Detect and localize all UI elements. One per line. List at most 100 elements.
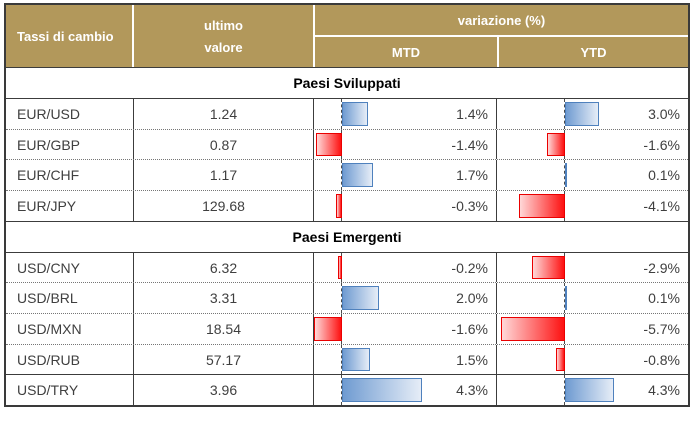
mtd-percent-label: -0.2% — [451, 259, 488, 276]
ytd-bar-cell: -0.8% — [497, 344, 688, 375]
zero-axis-line — [341, 375, 342, 406]
table-row: EUR/USD 1.24 1.4% 3.0% — [6, 99, 688, 129]
header-variation-group: variazione (%) MTD YTD — [315, 5, 688, 67]
header-ytd-label: YTD — [580, 44, 607, 60]
last-value-cell: 1.24 — [134, 99, 314, 129]
ytd-bar-cell: -5.7% — [497, 314, 688, 344]
ytd-percent-label: -2.9% — [643, 259, 680, 276]
ytd-percent-label: 3.0% — [648, 105, 680, 122]
zero-axis-line — [564, 283, 565, 314]
ytd-percent-label: -5.7% — [643, 320, 680, 337]
ytd-data-bar — [519, 194, 565, 218]
zero-axis-line — [341, 99, 342, 129]
ytd-bar-cell: -2.9% — [497, 252, 688, 283]
zero-axis-line — [341, 344, 342, 375]
table-header: Tassi di cambio ultimo valore variazione… — [6, 5, 688, 67]
mtd-bar-cell: -0.3% — [314, 191, 497, 221]
zero-axis-line — [564, 375, 565, 406]
mtd-bar-cell: 1.4% — [314, 99, 497, 129]
currency-pair-cell: EUR/USD — [6, 99, 134, 129]
mtd-bar-cell: 1.5% — [314, 344, 497, 375]
ytd-percent-label: -1.6% — [643, 136, 680, 153]
section-header: Paesi Emergenti — [6, 220, 688, 253]
mtd-bar-cell: 4.3% — [314, 375, 497, 406]
mtd-data-bar — [342, 378, 422, 403]
exchange-rates-table: Tassi di cambio ultimo valore variazione… — [4, 3, 690, 407]
mtd-bar-cell: 1.7% — [314, 160, 497, 191]
currency-pair-cell: USD/RUB — [6, 344, 134, 375]
ytd-data-bar — [565, 163, 567, 188]
header-variation-subcolumns: MTD YTD — [315, 37, 688, 67]
last-value-cell: 3.96 — [134, 375, 314, 406]
currency-pair-cell: EUR/JPY — [6, 191, 134, 221]
currency-pair-cell: USD/MXN — [6, 314, 134, 344]
last-value-cell: 18.54 — [134, 314, 314, 344]
header-last-value-label: ultimo valore — [134, 5, 315, 67]
currency-pair-cell: USD/TRY — [6, 375, 134, 406]
ytd-bar-cell: 0.1% — [497, 160, 688, 191]
currency-pair-cell: USD/BRL — [6, 283, 134, 314]
mtd-data-bar — [314, 317, 342, 341]
zero-axis-line — [564, 99, 565, 129]
ytd-percent-label: -0.8% — [643, 351, 680, 368]
mtd-bar-cell: -0.2% — [314, 252, 497, 283]
ytd-bar-cell: -4.1% — [497, 191, 688, 221]
header-last-value-line1: ultimo — [204, 17, 243, 33]
mtd-bar-cell: -1.6% — [314, 314, 497, 344]
table-row: EUR/JPY 129.68 -0.3% -4.1% — [6, 190, 688, 221]
last-value-cell: 0.87 — [134, 129, 314, 160]
mtd-bar-cell: -1.4% — [314, 129, 497, 160]
header-rates-label: Tassi di cambio — [6, 5, 134, 67]
ytd-data-bar — [565, 378, 614, 403]
ytd-data-bar — [532, 255, 565, 280]
ytd-percent-label: 0.1% — [648, 290, 680, 307]
mtd-data-bar — [342, 163, 373, 188]
zero-axis-line — [341, 283, 342, 314]
table-body: Paesi Sviluppati EUR/USD 1.24 1.4% 3.0% EUR/G… — [6, 67, 688, 406]
table-row: USD/RUB 57.17 1.5% -0.8% — [6, 343, 688, 375]
ytd-percent-label: 4.3% — [648, 382, 680, 399]
ytd-bar-cell: 3.0% — [497, 99, 688, 129]
ytd-data-bar — [565, 102, 599, 126]
last-value-cell: 3.31 — [134, 283, 314, 314]
currency-pair-cell: EUR/CHF — [6, 160, 134, 191]
zero-axis-line — [341, 160, 342, 191]
ytd-bar-cell: 4.3% — [497, 375, 688, 406]
ytd-bar-cell: -1.6% — [497, 129, 688, 160]
last-value-cell: 6.32 — [134, 252, 314, 283]
mtd-data-bar — [342, 286, 379, 311]
ytd-data-bar — [556, 347, 565, 372]
ytd-bar-cell: 0.1% — [497, 283, 688, 314]
zero-axis-line — [564, 160, 565, 191]
mtd-percent-label: 2.0% — [456, 290, 488, 307]
header-variation-label: variazione (%) — [315, 5, 688, 37]
ytd-percent-label: 0.1% — [648, 167, 680, 184]
table-row: EUR/GBP 0.87 -1.4% -1.6% — [6, 128, 688, 160]
table-row: EUR/CHF 1.17 1.7% 0.1% — [6, 159, 688, 191]
mtd-data-bar — [338, 255, 342, 280]
mtd-bar-cell: 2.0% — [314, 283, 497, 314]
mtd-percent-label: 4.3% — [456, 382, 488, 399]
table-row: USD/TRY 3.96 4.3% 4.3% — [6, 374, 688, 406]
last-value-cell: 129.68 — [134, 191, 314, 221]
last-value-cell: 57.17 — [134, 344, 314, 375]
ytd-data-bar — [547, 132, 565, 157]
currency-pair-cell: USD/CNY — [6, 252, 134, 283]
mtd-data-bar — [342, 347, 370, 372]
header-last-value-line2: valore — [204, 39, 243, 55]
mtd-data-bar — [316, 132, 342, 157]
mtd-data-bar — [342, 102, 368, 126]
table-row: USD/CNY 6.32 -0.2% -2.9% — [6, 252, 688, 283]
currency-pair-cell: EUR/GBP — [6, 129, 134, 160]
ytd-data-bar — [565, 286, 567, 311]
ytd-percent-label: -4.1% — [643, 197, 680, 214]
mtd-data-bar — [336, 194, 342, 218]
mtd-percent-label: -1.6% — [451, 320, 488, 337]
mtd-percent-label: -1.4% — [451, 136, 488, 153]
table-row: USD/MXN 18.54 -1.6% -5.7% — [6, 313, 688, 344]
last-value-cell: 1.17 — [134, 160, 314, 191]
mtd-percent-label: 1.5% — [456, 351, 488, 368]
mtd-percent-label: 1.4% — [456, 105, 488, 122]
mtd-percent-label: 1.7% — [456, 167, 488, 184]
